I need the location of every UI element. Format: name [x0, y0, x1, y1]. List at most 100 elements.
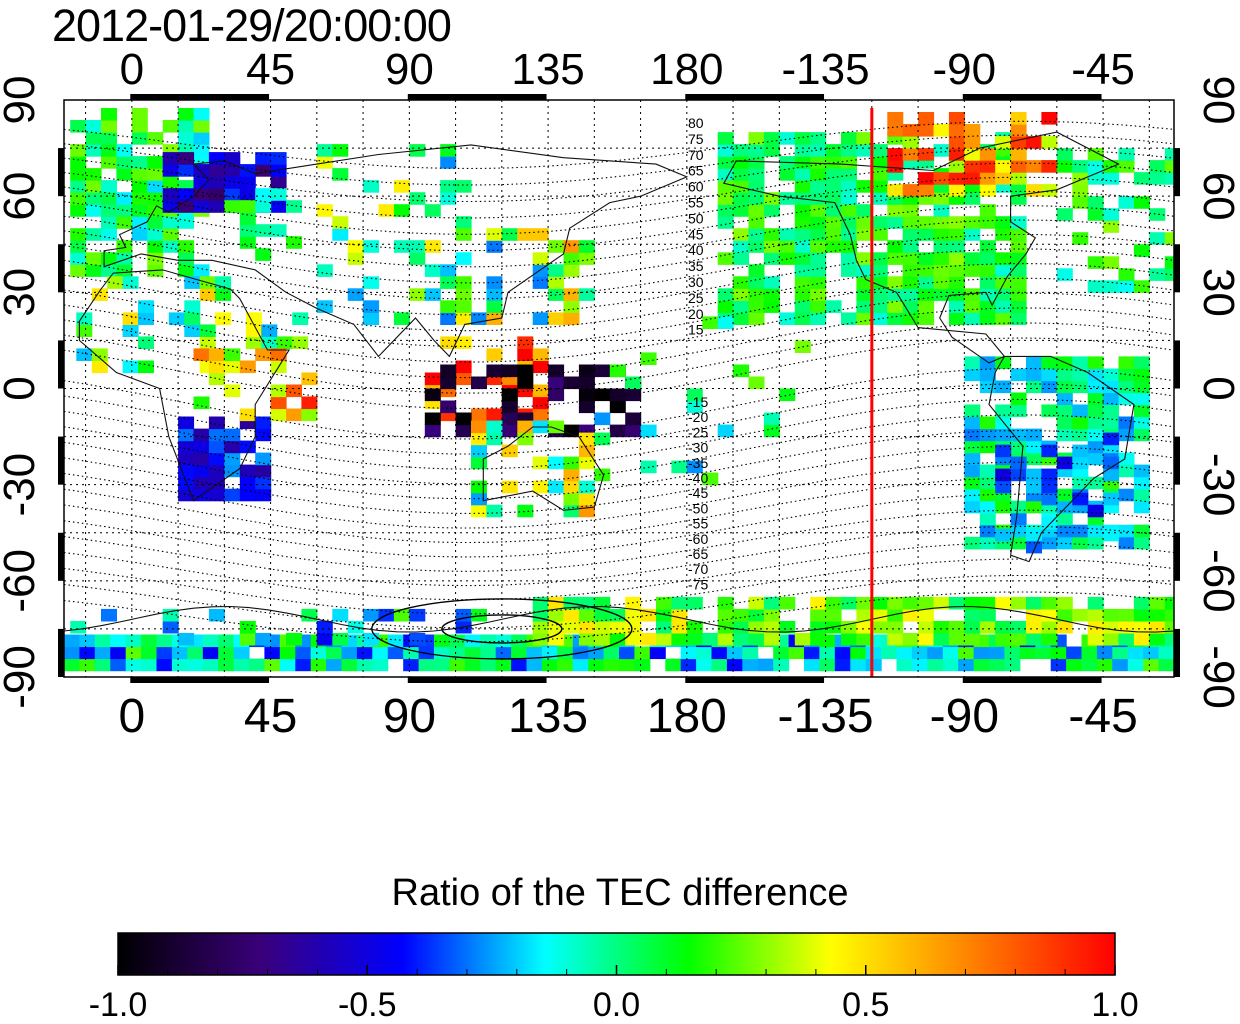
tec-cell [286, 200, 302, 213]
tec-cell [1103, 608, 1120, 622]
tec-cell [1056, 368, 1073, 382]
tec-cell [979, 368, 996, 382]
axis-tick-labels: 0045459090135135180180-135-135-90-90-45-… [0, 45, 1240, 743]
tec-cell [948, 620, 965, 634]
tec-cell [424, 372, 441, 386]
tec-cell [455, 360, 472, 374]
contour-label: -40 [688, 470, 708, 486]
tec-cell [125, 658, 142, 672]
tec-cell [1103, 404, 1120, 418]
tec-cell [239, 464, 256, 478]
tec-cell [131, 108, 148, 121]
tec-cell [964, 136, 981, 149]
tec-cell [933, 204, 950, 217]
tec-cell [1010, 252, 1027, 265]
tec-cell [1056, 160, 1073, 173]
contour-label: -65 [688, 546, 708, 562]
axis-bar-left [58, 148, 64, 197]
contour-label: -55 [688, 516, 708, 532]
tec-cell [233, 646, 250, 660]
tec-cell [794, 180, 811, 193]
tec-cell [948, 172, 965, 185]
tec-cell [887, 300, 904, 313]
tec-cell [856, 312, 873, 325]
tec-cell [1026, 500, 1042, 514]
contour-line [64, 558, 1174, 615]
tec-cell [193, 108, 210, 121]
tec-cell [455, 252, 472, 265]
tec-cell [995, 444, 1012, 458]
tec-cell [178, 240, 195, 253]
axis-bar-top [962, 94, 1102, 100]
tec-cell [202, 658, 219, 672]
tec-cell [1133, 476, 1150, 490]
tec-cell [255, 488, 272, 502]
tec-cell [757, 658, 774, 672]
tec-cell [656, 620, 672, 634]
tec-cell [773, 658, 790, 672]
tec-cell [810, 132, 827, 145]
tec-cell [332, 144, 349, 157]
tec-cell [578, 492, 595, 506]
tec-cell [224, 152, 241, 165]
axis-bar-bottom [407, 677, 547, 683]
tec-cell [70, 180, 87, 193]
tec-cell [578, 444, 595, 458]
y-tick-label-left: 30 [0, 268, 44, 317]
tec-cell [794, 240, 811, 253]
tec-cell [1103, 392, 1120, 406]
tec-cell [794, 132, 811, 145]
tec-cell [168, 312, 185, 325]
tec-cell [363, 276, 380, 289]
tec-cell [316, 144, 333, 157]
tec-cell [1041, 536, 1058, 550]
tec-cell [918, 312, 935, 325]
tec-cell [902, 632, 919, 646]
tec-cell [1041, 368, 1058, 382]
tec-cell [1149, 596, 1166, 610]
tec-cell [1118, 464, 1135, 478]
tec-cell [594, 468, 611, 482]
tec-cell [1026, 380, 1042, 394]
tec-cell [455, 300, 472, 313]
tec-cell [733, 364, 750, 378]
tec-cell [563, 240, 580, 253]
tec-cell [995, 216, 1012, 229]
tec-cell [1149, 608, 1166, 622]
tec-cell [902, 252, 919, 265]
tec-cell [995, 528, 1012, 542]
axis-bar-left [58, 628, 64, 677]
tec-cell [995, 596, 1012, 610]
tec-cell [887, 124, 904, 137]
tec-cell [224, 384, 241, 398]
contour-label: -30 [688, 440, 708, 456]
tec-cell [101, 252, 117, 265]
tec-cell [224, 428, 241, 442]
tec-cell [995, 252, 1012, 265]
tec-cell [316, 632, 333, 646]
tec-cell [76, 312, 93, 325]
tec-cell [1056, 416, 1073, 430]
tec-cell [147, 252, 164, 265]
tec-cell [918, 112, 935, 125]
tec-cell [1010, 524, 1027, 538]
tec-cell [948, 596, 965, 610]
axis-bar-right [1174, 244, 1180, 293]
tec-cell [409, 252, 426, 265]
tec-cell [825, 300, 842, 313]
tec-cell [255, 152, 272, 165]
tec-cell [332, 228, 349, 241]
tec-cell [995, 500, 1012, 514]
tec-cell [91, 360, 108, 374]
tec-cell [594, 412, 611, 426]
tec-cell [779, 388, 796, 402]
tec-cell [1035, 646, 1052, 660]
contour-label: 75 [688, 131, 704, 147]
tec-cell [563, 480, 580, 494]
tec-cell [548, 608, 565, 622]
tec-cell [1026, 620, 1042, 634]
tec-cell [255, 200, 272, 213]
tec-cell [748, 608, 765, 622]
tec-cell [101, 156, 117, 169]
tec-cell [671, 620, 688, 634]
